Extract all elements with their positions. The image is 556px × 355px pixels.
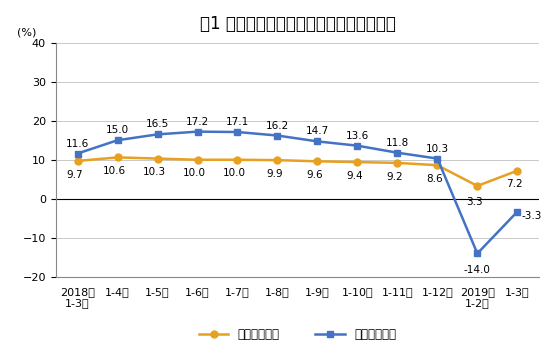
- 营业收入增速: [314, 159, 321, 163]
- 利润总额增速: [274, 133, 281, 138]
- 利润总额增速: [394, 151, 401, 155]
- Text: 9.2: 9.2: [386, 171, 403, 181]
- 营业收入增速: [274, 158, 281, 162]
- Text: 10.3: 10.3: [143, 167, 166, 177]
- Text: 13.6: 13.6: [346, 131, 369, 141]
- Line: 营业收入增速: 营业收入增速: [74, 154, 521, 189]
- 利润总额增速: [314, 139, 321, 143]
- 利润总额增速: [114, 138, 121, 142]
- Text: 9.4: 9.4: [346, 171, 363, 181]
- Text: 7.2: 7.2: [507, 179, 523, 189]
- Title: 图1 各月累计营业收入与利润总额同比增速: 图1 各月累计营业收入与利润总额同比增速: [200, 15, 395, 33]
- Text: 8.6: 8.6: [426, 174, 443, 184]
- 营业收入增速: [234, 158, 241, 162]
- Text: 16.2: 16.2: [266, 121, 289, 131]
- Text: 3.3: 3.3: [466, 197, 483, 207]
- Text: 9.7: 9.7: [67, 170, 83, 180]
- 营业收入增速: [434, 163, 441, 167]
- Text: 16.5: 16.5: [146, 119, 169, 130]
- Text: -14.0: -14.0: [464, 265, 491, 275]
- Text: 9.6: 9.6: [306, 170, 323, 180]
- 利润总额增速: [434, 157, 441, 161]
- Text: 14.7: 14.7: [306, 126, 329, 136]
- 营业收入增速: [514, 169, 520, 173]
- 营业收入增速: [354, 160, 361, 164]
- Text: 11.6: 11.6: [66, 138, 89, 148]
- 营业收入增速: [75, 159, 81, 163]
- Text: 10.0: 10.0: [223, 168, 246, 179]
- 利润总额增速: [474, 251, 481, 256]
- 利润总额增速: [354, 143, 361, 148]
- 营业收入增速: [394, 161, 401, 165]
- 利润总额增速: [234, 130, 241, 134]
- Text: (%): (%): [17, 28, 36, 38]
- 营业收入增速: [154, 157, 161, 161]
- Line: 利润总额增速: 利润总额增速: [74, 128, 521, 257]
- 利润总额增速: [194, 130, 201, 134]
- Text: 10.3: 10.3: [426, 144, 449, 154]
- Text: 10.6: 10.6: [103, 166, 126, 176]
- Legend: 营业收入增速, 利润总额增速: 营业收入增速, 利润总额增速: [194, 323, 401, 346]
- 营业收入增速: [114, 155, 121, 159]
- 利润总额增速: [514, 209, 520, 214]
- 利润总额增速: [154, 132, 161, 136]
- Text: 17.2: 17.2: [186, 117, 209, 127]
- Text: 17.1: 17.1: [226, 117, 249, 127]
- Text: -3.3: -3.3: [521, 211, 542, 220]
- 利润总额增速: [75, 151, 81, 155]
- Text: 11.8: 11.8: [386, 138, 409, 148]
- 营业收入增速: [474, 184, 481, 188]
- Text: 9.9: 9.9: [266, 169, 283, 179]
- 营业收入增速: [194, 158, 201, 162]
- Text: 10.0: 10.0: [183, 168, 206, 179]
- Text: 15.0: 15.0: [106, 125, 129, 135]
